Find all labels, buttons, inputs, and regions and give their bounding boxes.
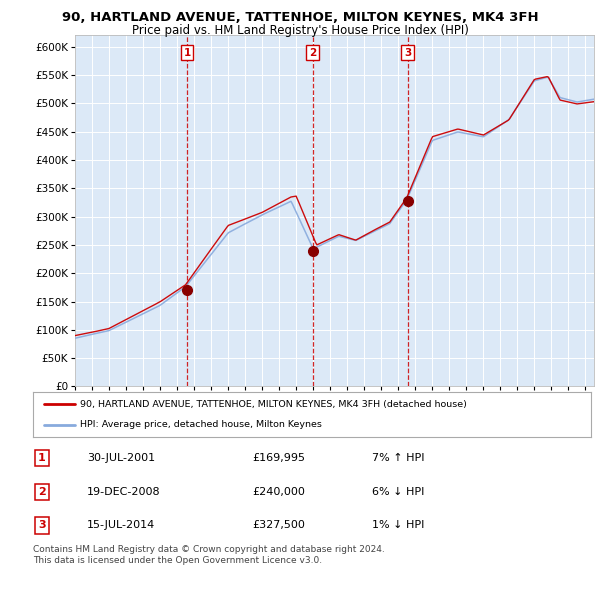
Text: Contains HM Land Registry data © Crown copyright and database right 2024.
This d: Contains HM Land Registry data © Crown c… (33, 545, 385, 565)
Text: £327,500: £327,500 (252, 520, 305, 530)
Text: 19-DEC-2008: 19-DEC-2008 (87, 487, 161, 497)
Text: 3: 3 (404, 48, 411, 58)
Text: £240,000: £240,000 (252, 487, 305, 497)
Text: 2: 2 (38, 487, 46, 497)
Text: £169,995: £169,995 (252, 453, 305, 463)
Text: 30-JUL-2001: 30-JUL-2001 (87, 453, 155, 463)
Text: 90, HARTLAND AVENUE, TATTENHOE, MILTON KEYNES, MK4 3FH (detached house): 90, HARTLAND AVENUE, TATTENHOE, MILTON K… (80, 400, 467, 409)
Text: 2: 2 (309, 48, 316, 58)
Text: 1: 1 (38, 453, 46, 463)
Text: 15-JUL-2014: 15-JUL-2014 (87, 520, 155, 530)
Text: 90, HARTLAND AVENUE, TATTENHOE, MILTON KEYNES, MK4 3FH: 90, HARTLAND AVENUE, TATTENHOE, MILTON K… (62, 11, 538, 24)
Text: Price paid vs. HM Land Registry's House Price Index (HPI): Price paid vs. HM Land Registry's House … (131, 24, 469, 37)
Text: HPI: Average price, detached house, Milton Keynes: HPI: Average price, detached house, Milt… (80, 420, 322, 429)
Text: 6% ↓ HPI: 6% ↓ HPI (372, 487, 424, 497)
Text: 1% ↓ HPI: 1% ↓ HPI (372, 520, 424, 530)
Text: 7% ↑ HPI: 7% ↑ HPI (372, 453, 425, 463)
Text: 1: 1 (184, 48, 191, 58)
Text: 3: 3 (38, 520, 46, 530)
